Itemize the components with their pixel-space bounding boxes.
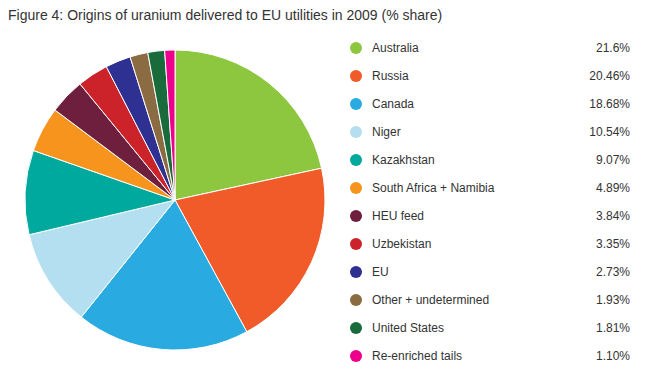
legend-value: 1.10% bbox=[596, 349, 630, 363]
legend-marker bbox=[350, 238, 362, 250]
legend-marker bbox=[350, 98, 362, 110]
legend-value: 2.73% bbox=[596, 265, 630, 279]
legend-label: United States bbox=[372, 321, 444, 335]
legend-value: 1.93% bbox=[596, 293, 630, 307]
legend-item: Kazakhstan 9.07% bbox=[350, 153, 630, 167]
legend: Australia 21.6% Russia 20.46% Canada 18.68% Ni… bbox=[350, 41, 630, 363]
legend-value: 3.84% bbox=[596, 209, 630, 223]
legend-item: Canada 18.68% bbox=[350, 97, 630, 111]
legend-item: EU 2.73% bbox=[350, 265, 630, 279]
legend-label: EU bbox=[372, 265, 389, 279]
legend-value: 21.6% bbox=[596, 41, 630, 55]
legend-item: Niger 10.54% bbox=[350, 125, 630, 139]
pie-slice bbox=[165, 50, 175, 200]
legend-marker bbox=[350, 70, 362, 82]
legend-marker bbox=[350, 294, 362, 306]
legend-label: Other + undetermined bbox=[372, 293, 489, 307]
legend-label: Australia bbox=[372, 41, 419, 55]
legend-item: Russia 20.46% bbox=[350, 69, 630, 83]
legend-marker bbox=[350, 322, 362, 334]
legend-value: 4.89% bbox=[596, 181, 630, 195]
legend-item: Australia 21.6% bbox=[350, 41, 630, 55]
title: Figure 4: Origins of uranium delivered t… bbox=[8, 7, 442, 23]
legend-label: Niger bbox=[372, 125, 401, 139]
legend-marker bbox=[350, 350, 362, 362]
legend-marker bbox=[350, 210, 362, 222]
legend-value: 20.46% bbox=[589, 69, 630, 83]
legend-value: 3.35% bbox=[596, 237, 630, 251]
legend-label: HEU feed bbox=[372, 209, 424, 223]
pie-slice bbox=[148, 50, 175, 200]
legend-marker bbox=[350, 182, 362, 194]
legend-item: Other + undetermined 1.93% bbox=[350, 293, 630, 307]
legend-marker bbox=[350, 42, 362, 54]
legend-label: Canada bbox=[372, 97, 414, 111]
legend-label: Uzbekistan bbox=[372, 237, 431, 251]
legend-label: Russia bbox=[372, 69, 409, 83]
legend-label: Kazakhstan bbox=[372, 153, 435, 167]
legend-value: 18.68% bbox=[589, 97, 630, 111]
legend-marker bbox=[350, 266, 362, 278]
legend-value: 1.81% bbox=[596, 321, 630, 335]
legend-item: United States 1.81% bbox=[350, 321, 630, 335]
legend-marker bbox=[350, 154, 362, 166]
legend-item: Uzbekistan 3.35% bbox=[350, 237, 630, 251]
chart: Figure 4: Origins of uranium delivered t… bbox=[0, 0, 656, 371]
legend-value: 9.07% bbox=[596, 153, 630, 167]
legend-item: HEU feed 3.84% bbox=[350, 209, 630, 223]
legend-marker bbox=[350, 126, 362, 138]
legend-label: South Africa + Namibia bbox=[372, 181, 495, 195]
legend-item: South Africa + Namibia 4.89% bbox=[350, 181, 630, 195]
legend-item: Re-enriched tails 1.10% bbox=[350, 349, 630, 363]
pie bbox=[25, 50, 325, 350]
legend-value: 10.54% bbox=[589, 125, 630, 139]
legend-label: Re-enriched tails bbox=[372, 349, 462, 363]
